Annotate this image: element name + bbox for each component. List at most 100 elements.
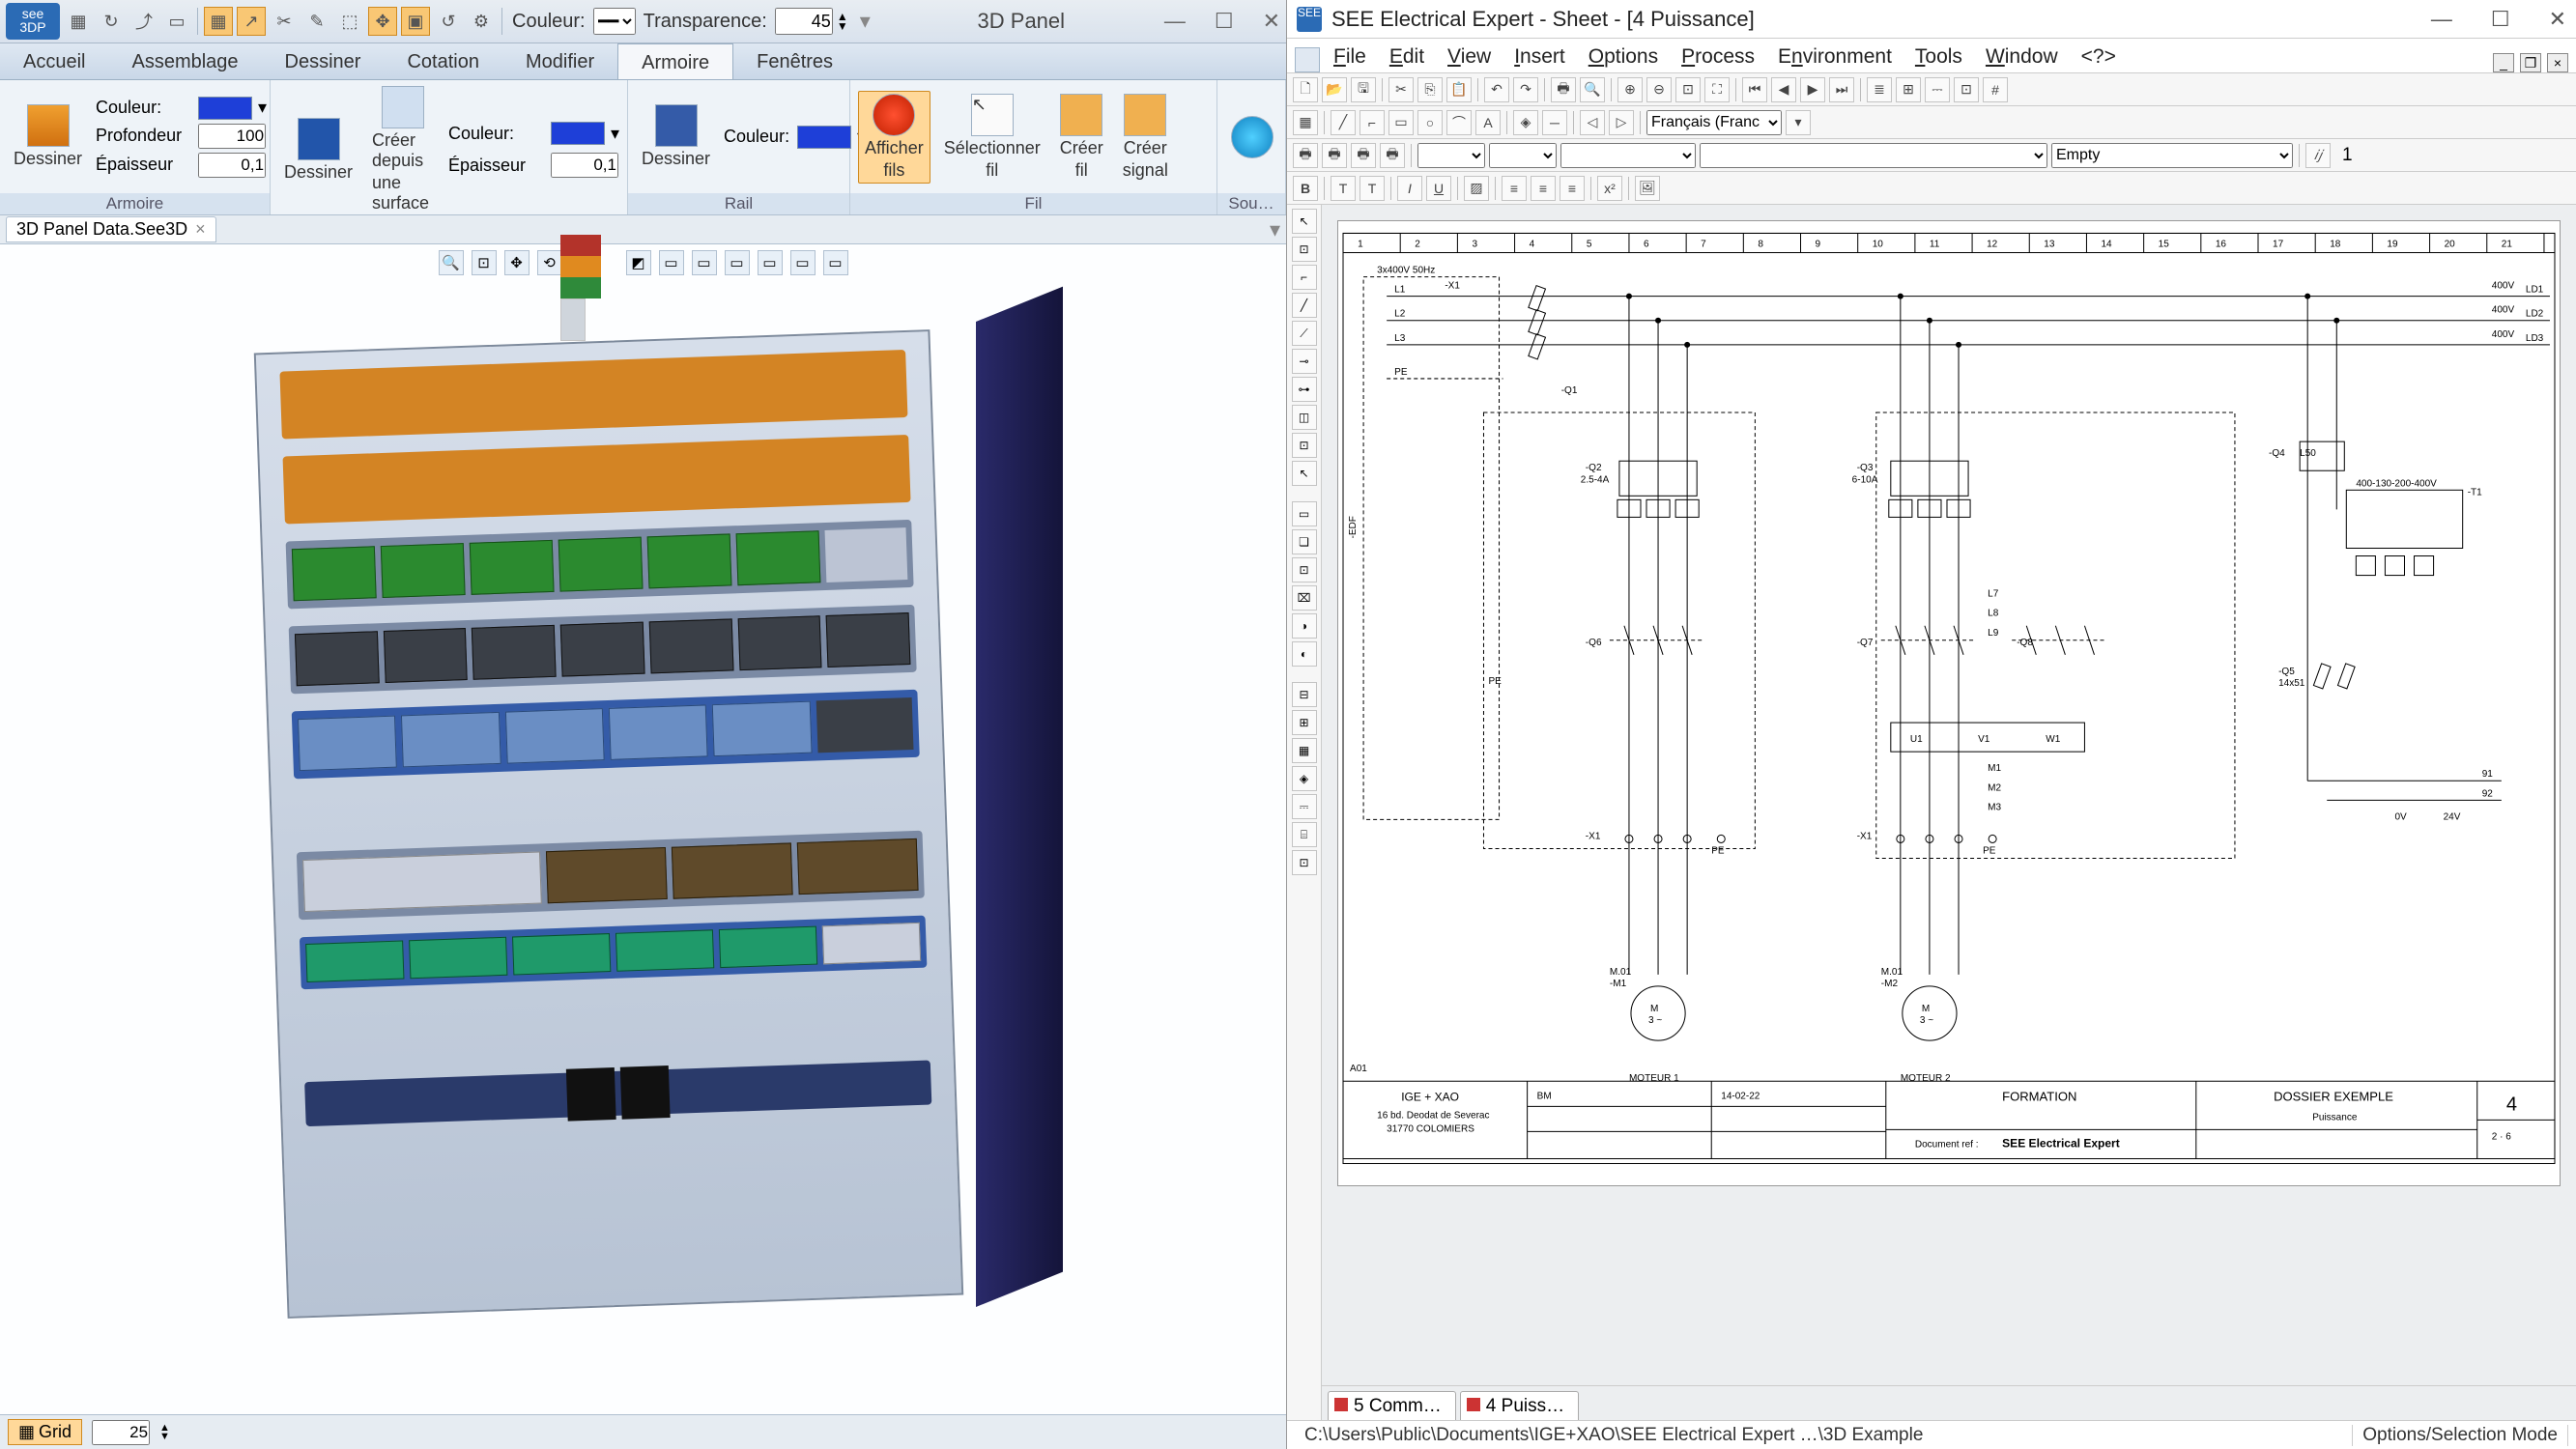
vtool-13-icon[interactable]: ⌧ xyxy=(1292,585,1317,611)
ref-icon[interactable]: # xyxy=(1983,77,2008,102)
underline-icon[interactable]: U xyxy=(1426,176,1451,201)
rect-icon[interactable]: ▭ xyxy=(1388,110,1414,135)
menu-help[interactable]: <?> xyxy=(2072,42,2126,72)
vtool-18-icon[interactable]: ▦ xyxy=(1292,738,1317,763)
mdi-restore-icon[interactable]: ❐ xyxy=(2520,53,2541,72)
qat-save-icon[interactable]: ⤴ xyxy=(129,7,158,36)
menu-process[interactable]: Process xyxy=(1672,42,1764,72)
italic-icon[interactable]: I xyxy=(1397,176,1422,201)
menu-armoire[interactable]: Armoire xyxy=(617,43,733,79)
view-iso-icon[interactable]: ◩ xyxy=(626,250,651,275)
arc-icon[interactable]: ⌒ xyxy=(1446,110,1472,135)
vtool-16-icon[interactable]: ⊟ xyxy=(1292,682,1317,707)
align-center-icon[interactable]: ≡ xyxy=(1531,176,1556,201)
sheet-tab-5[interactable]: 5 Comm… xyxy=(1328,1391,1456,1420)
grid-size-input[interactable] xyxy=(92,1420,150,1445)
qat-settings-icon[interactable]: ⚙ xyxy=(467,7,496,36)
menu-cotation[interactable]: Cotation xyxy=(384,43,502,79)
menu-assemblage[interactable]: Assemblage xyxy=(108,43,261,79)
image-icon[interactable]: 🖼 xyxy=(1635,176,1660,201)
zoom-in-icon[interactable]: ⊕ xyxy=(1617,77,1643,102)
preview-icon[interactable]: 🔍 xyxy=(1580,77,1605,102)
fil-afficher-button[interactable]: Afficherfils xyxy=(858,91,930,184)
wire-icon[interactable]: ─ xyxy=(1542,110,1567,135)
menu-edit[interactable]: Edit xyxy=(1380,42,1434,72)
qat-open-icon[interactable]: ↻ xyxy=(97,7,126,36)
symbol-icon[interactable]: ◈ xyxy=(1513,110,1538,135)
fil-selectionner-button[interactable]: ↖Sélectionnerfil xyxy=(938,92,1046,183)
sou-button[interactable] xyxy=(1225,114,1279,160)
align-left-icon[interactable]: ≡ xyxy=(1502,176,1527,201)
circle-icon[interactable]: ○ xyxy=(1417,110,1443,135)
vtool-9-icon[interactable]: ↖ xyxy=(1292,461,1317,486)
minimize-icon[interactable]: — xyxy=(2431,7,2452,32)
qat-clone-icon[interactable]: ▣ xyxy=(401,7,430,36)
superscript-icon[interactable]: x² xyxy=(1597,176,1622,201)
font-style-select[interactable]: Empty xyxy=(2051,143,2293,168)
text-icon[interactable]: A xyxy=(1475,110,1501,135)
new-icon[interactable]: 🗋 xyxy=(1293,77,1318,102)
pan-icon[interactable]: ✥ xyxy=(504,250,530,275)
qat-couleur-select[interactable]: ━━ xyxy=(593,8,636,35)
menu-accueil[interactable]: Accueil xyxy=(0,43,108,79)
plaque-dessiner-button[interactable]: Dessiner xyxy=(278,116,358,185)
menu-file[interactable]: File xyxy=(1324,42,1376,72)
polyline-icon[interactable]: ⌐ xyxy=(1360,110,1385,135)
terminal-icon[interactable]: ⊞ xyxy=(1896,77,1921,102)
line-icon[interactable]: ╱ xyxy=(1331,110,1356,135)
lang-apply-icon[interactable]: ▾ xyxy=(1786,110,1811,135)
view-front-icon[interactable]: ▭ xyxy=(659,250,684,275)
document-tab[interactable]: 3D Panel Data.See3D × xyxy=(6,216,216,242)
view-side-icon[interactable]: ▭ xyxy=(725,250,750,275)
grid-spinner-icon[interactable]: ▲▼ xyxy=(159,1424,170,1441)
qat-new-icon[interactable]: ▦ xyxy=(64,7,93,36)
zoom-out-icon[interactable]: ⊖ xyxy=(1646,77,1672,102)
qat-mark-icon[interactable]: ✎ xyxy=(302,7,331,36)
menu-window[interactable]: Window xyxy=(1976,42,2068,72)
redo-icon[interactable]: ↷ xyxy=(1513,77,1538,102)
decoration-icon[interactable]: 𝑖𝑗 xyxy=(2305,143,2331,168)
maximize-icon[interactable]: ☐ xyxy=(1215,9,1234,34)
nav-next-icon[interactable]: ▶ xyxy=(1800,77,1825,102)
close-tab-icon[interactable]: × xyxy=(195,219,206,240)
armoire-color-swatch[interactable] xyxy=(198,97,252,120)
fil-creer-button[interactable]: Créerfil xyxy=(1054,92,1109,183)
close-icon[interactable]: ✕ xyxy=(2549,7,2566,32)
nav-prev-icon[interactable]: ◀ xyxy=(1771,77,1796,102)
scale-select[interactable] xyxy=(1417,143,1485,168)
cut-icon[interactable]: ✂ xyxy=(1388,77,1414,102)
plaque-color-swatch[interactable] xyxy=(551,122,605,145)
print-cfg-icon[interactable]: 🖶 xyxy=(1351,143,1376,168)
language-select[interactable]: Français (Franc xyxy=(1646,110,1782,135)
text3-icon[interactable]: T xyxy=(1360,176,1385,201)
vtool-5-icon[interactable]: ⊸ xyxy=(1292,349,1317,374)
armoire-profondeur-input[interactable] xyxy=(198,124,266,149)
component-icon[interactable]: ⊡ xyxy=(1954,77,1979,102)
menu-modifier[interactable]: Modifier xyxy=(502,43,617,79)
view-layout-icon[interactable]: ▭ xyxy=(823,250,848,275)
print-icon[interactable]: 🖶 xyxy=(1551,77,1576,102)
mdi-minimize-icon[interactable]: _ xyxy=(2493,53,2514,72)
qat-rotate-icon[interactable]: ↺ xyxy=(434,7,463,36)
menu-fenetres[interactable]: Fenêtres xyxy=(733,43,856,79)
qat-measure-icon[interactable]: ↗ xyxy=(237,7,266,36)
vtool-11-icon[interactable]: ❏ xyxy=(1292,529,1317,554)
vtool-2-icon[interactable]: ⌐ xyxy=(1292,265,1317,290)
qat-grid-icon[interactable]: ▦ xyxy=(204,7,233,36)
vtool-17-icon[interactable]: ⊞ xyxy=(1292,710,1317,735)
vtool-15-icon[interactable]: ◐ xyxy=(1292,641,1317,667)
zoom-in-icon[interactable]: 🔍 xyxy=(439,250,464,275)
signal-creer-button[interactable]: Créersignal xyxy=(1117,92,1174,183)
rail-color-swatch[interactable] xyxy=(797,126,851,149)
qat-cut-icon[interactable]: ✂ xyxy=(270,7,299,36)
armoire-epaisseur-input[interactable] xyxy=(198,153,266,178)
vtool-20-icon[interactable]: ⎓ xyxy=(1292,794,1317,819)
vtool-6-icon[interactable]: ⊶ xyxy=(1292,377,1317,402)
vtool-7-icon[interactable]: ◫ xyxy=(1292,405,1317,430)
drawing-area[interactable]: 123456789101112131415161718192021 -EDF 3… xyxy=(1322,205,2576,1385)
menu-insert[interactable]: Insert xyxy=(1504,42,1575,72)
qat-transparence-input[interactable] xyxy=(775,8,833,35)
menu-view[interactable]: View xyxy=(1438,42,1501,72)
menu-environment[interactable]: Environment xyxy=(1768,42,1902,72)
print-sel-icon[interactable]: 🖶 xyxy=(1293,143,1318,168)
